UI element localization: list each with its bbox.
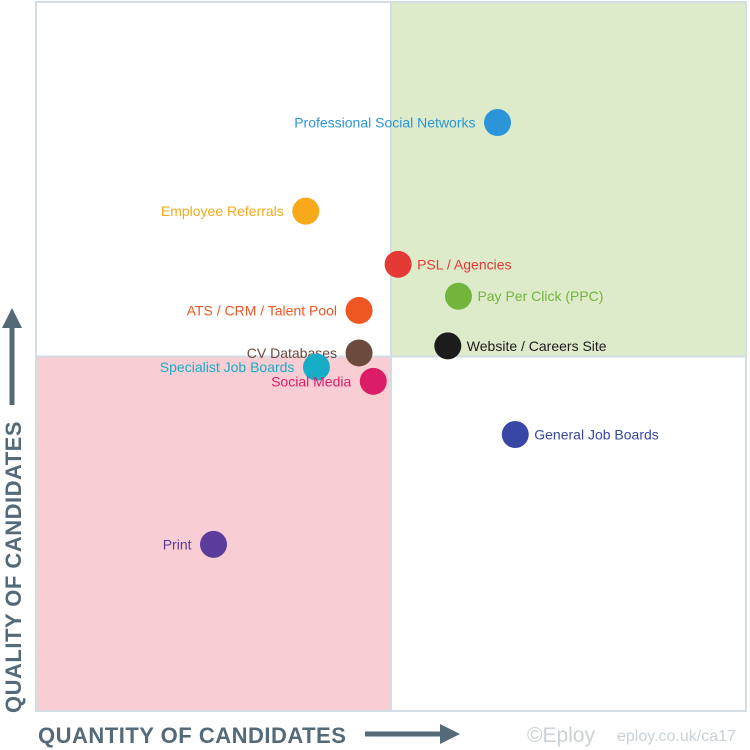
x-axis-title: QUANTITY OF CANDIDATES: [38, 723, 346, 748]
y-axis-title: QUALITY OF CANDIDATES: [1, 421, 26, 713]
credit-brand: ©Eploy: [527, 724, 596, 747]
point-label: Website / Careers Site: [467, 338, 607, 354]
point-marker: [200, 530, 227, 558]
data-points: Professional Social Networks Employee Ref…: [160, 109, 659, 558]
point-marker: [345, 296, 373, 324]
data-point-employee-referrals: Employee Referrals: [161, 197, 320, 225]
data-point-pay-per-click-ppc: Pay Per Click (PPC): [444, 282, 603, 310]
credit-url: eploy.co.uk/ca17: [617, 728, 736, 745]
data-point-specialist-job-boards: Specialist Job Boards: [160, 353, 330, 381]
point-label: PSL / Agencies: [417, 256, 511, 272]
point-label: Pay Per Click (PPC): [477, 288, 603, 304]
point-marker: [384, 250, 412, 278]
point-marker: [484, 109, 511, 137]
point-marker: [292, 197, 320, 225]
plot-frame: [35, 1, 747, 712]
data-point-psl-agencies: PSL / Agencies: [384, 250, 512, 278]
quadrant-top-left: [36, 2, 391, 357]
data-point-print: Print: [163, 530, 227, 558]
point-marker: [359, 367, 387, 395]
y-axis-arrow: [2, 308, 22, 405]
point-label: General Job Boards: [534, 426, 659, 442]
point-label: Professional Social Networks: [294, 115, 475, 131]
point-label: Specialist Job Boards: [160, 359, 295, 375]
point-label: Print: [163, 536, 192, 552]
quadrant-backgrounds: [36, 2, 746, 711]
point-marker: [302, 353, 330, 381]
data-point-general-job-boards: General Job Boards: [501, 420, 659, 448]
point-marker: [434, 332, 462, 360]
data-point-website-careers-site: Website / Careers Site: [434, 332, 607, 360]
data-point-social-media: Social Media: [271, 367, 387, 395]
quadrant-bottom-right: [391, 356, 746, 711]
point-label: Social Media: [271, 373, 351, 389]
point-label: Employee Referrals: [161, 203, 284, 219]
x-axis-arrow: [365, 724, 460, 744]
data-point-ats-crm-talent-pool: ATS / CRM / Talent Pool: [187, 296, 373, 324]
point-label: ATS / CRM / Talent Pool: [187, 302, 337, 318]
point-marker: [345, 339, 373, 367]
point-marker: [501, 420, 529, 448]
point-marker: [444, 282, 472, 310]
data-point-professional-social-networks: Professional Social Networks: [294, 109, 511, 137]
